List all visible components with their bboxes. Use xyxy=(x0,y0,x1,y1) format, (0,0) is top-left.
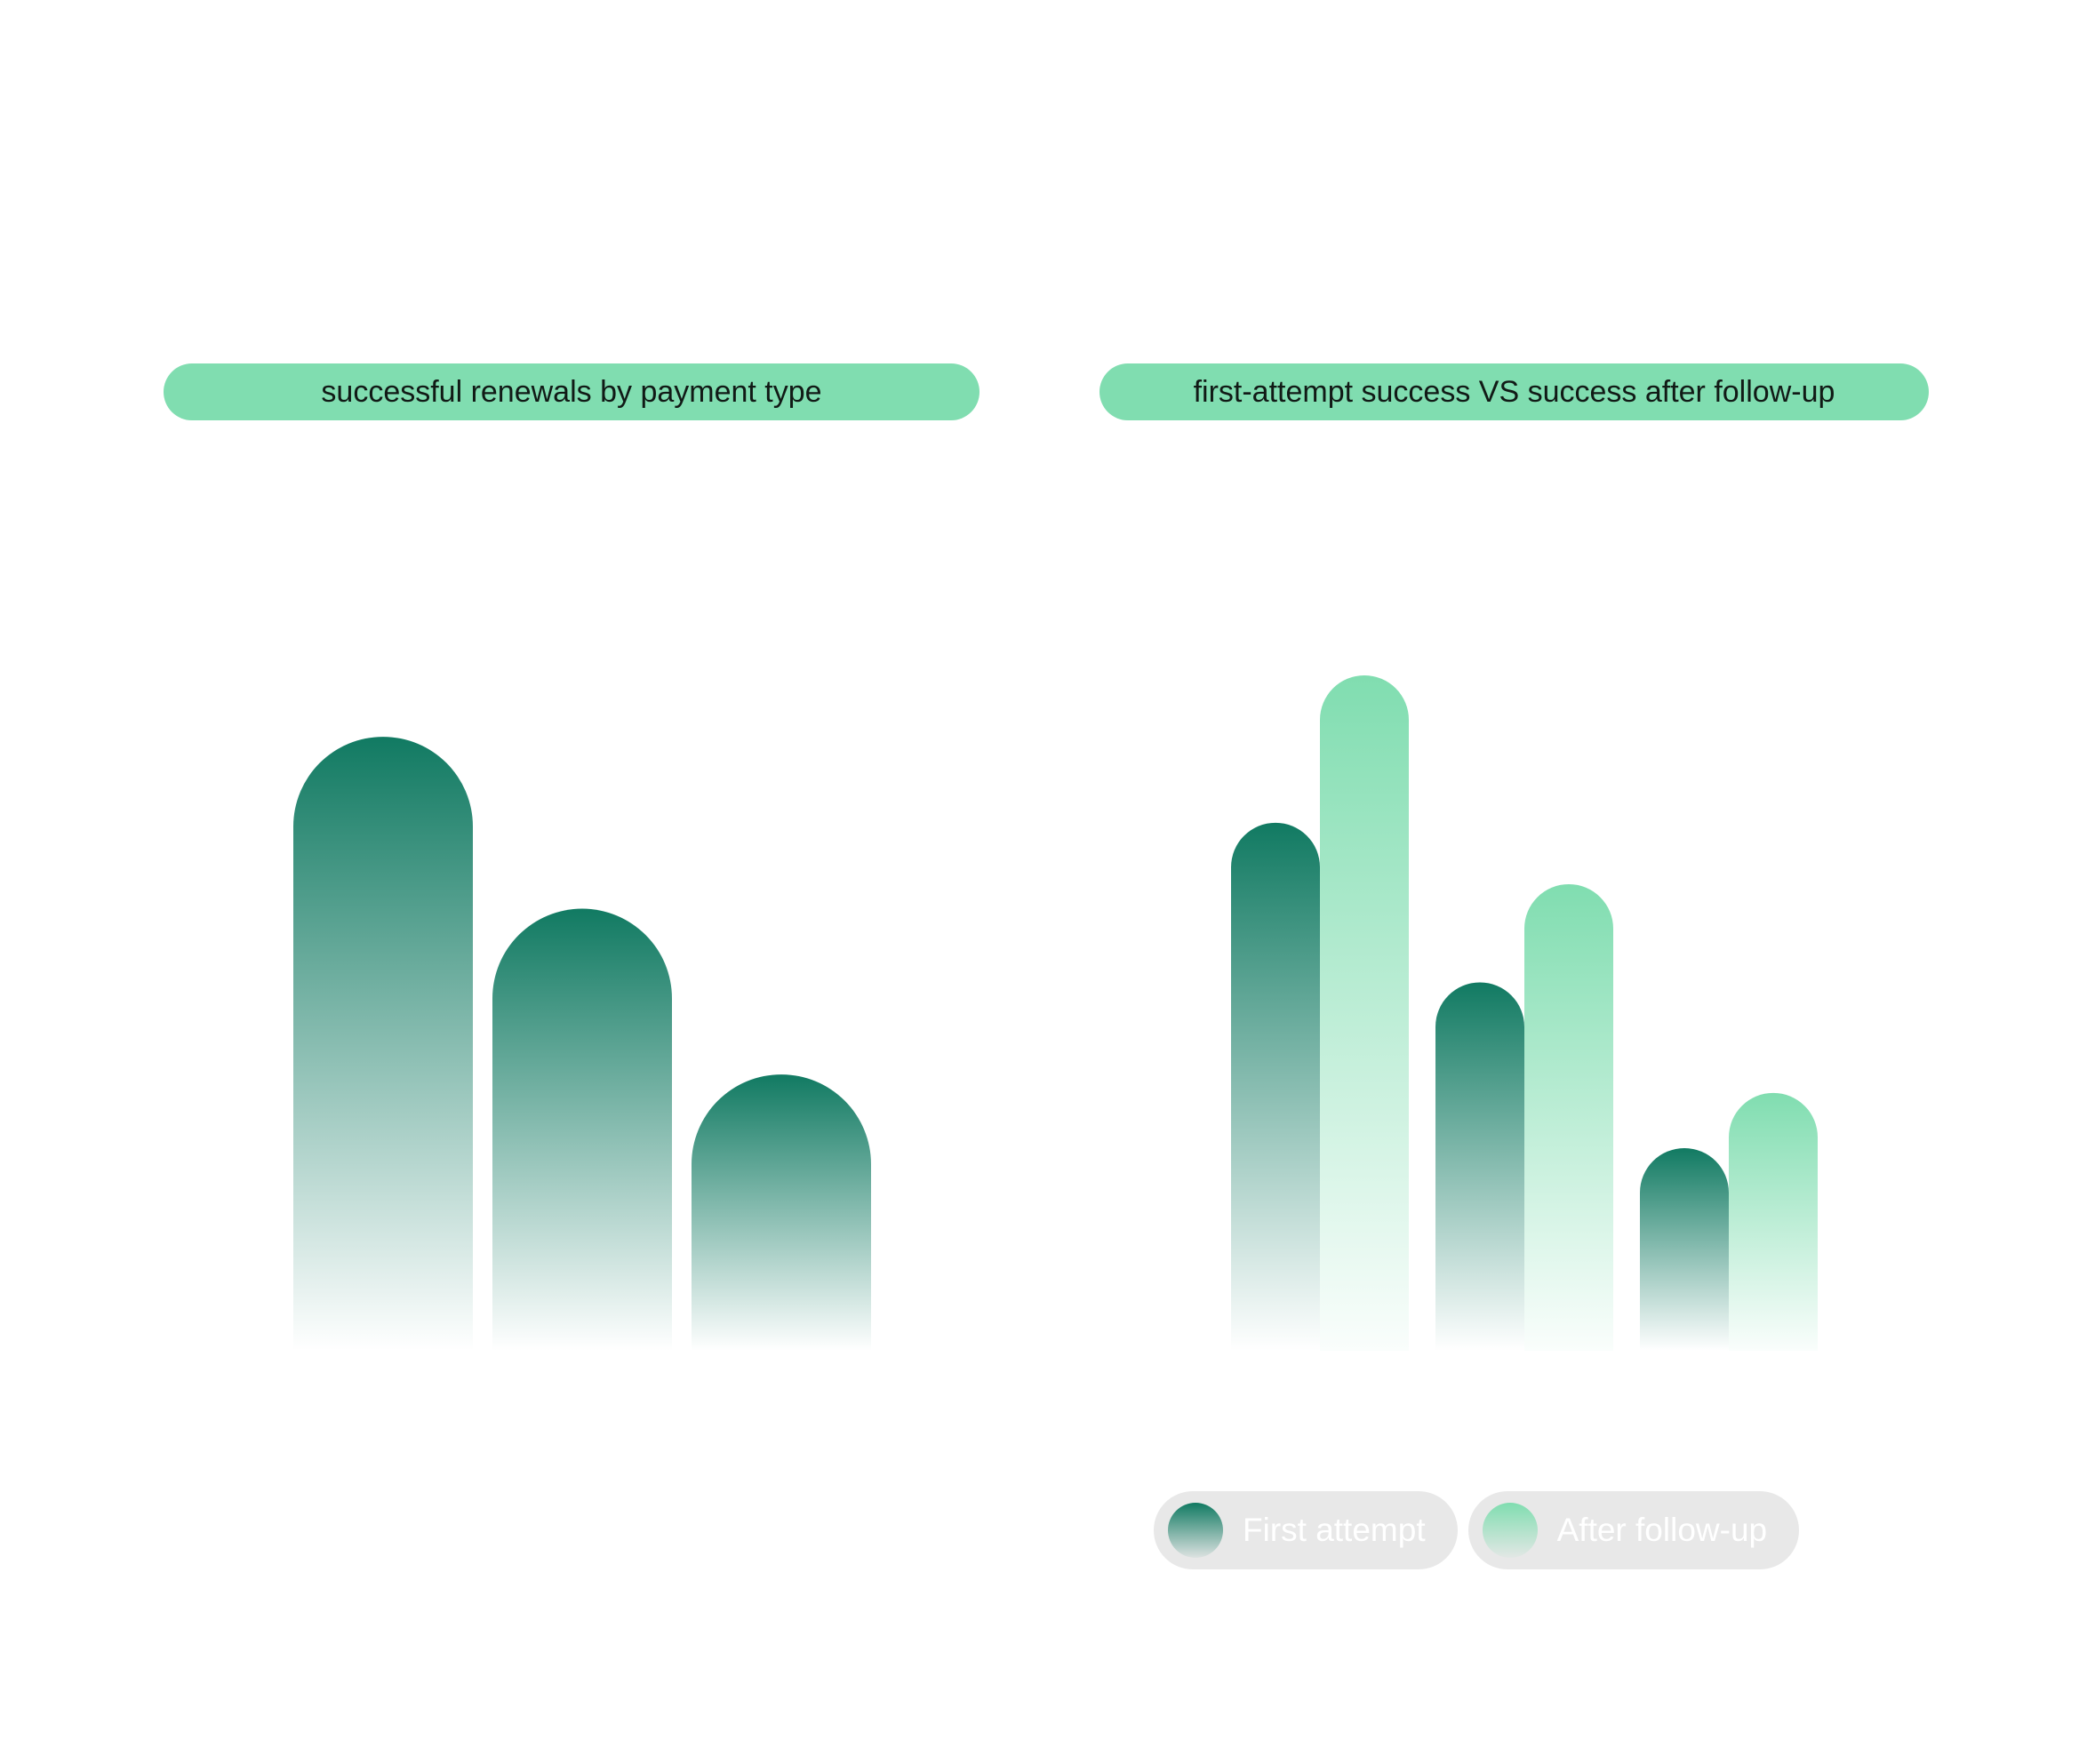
legend-item-after-follow-up: After follow-up xyxy=(1467,1491,1800,1569)
bar-2 xyxy=(492,908,672,1351)
bar-first-attempt-1 xyxy=(1231,822,1320,1351)
chart-title-left: successful renewals by payment type xyxy=(164,363,980,420)
bar-1 xyxy=(293,737,473,1351)
bar-first-attempt-3 xyxy=(1640,1148,1729,1351)
bar-after-follow-up-1 xyxy=(1320,675,1409,1351)
legend-swatch-dark xyxy=(1168,1503,1223,1558)
bar-first-attempt-2 xyxy=(1435,982,1524,1351)
bars-group xyxy=(293,737,871,1351)
legend-swatch-light xyxy=(1482,1503,1538,1558)
legend-label: First attempt xyxy=(1243,1512,1426,1548)
bar-after-follow-up-3 xyxy=(1729,1092,1818,1351)
bar-3 xyxy=(692,1074,871,1351)
bar-after-follow-up-2 xyxy=(1524,883,1613,1351)
chart-title-right: first-attempt success VS success after f… xyxy=(1099,363,1929,420)
bars-group xyxy=(1231,675,1818,1351)
legend-item-first-attempt: First attempt xyxy=(1154,1491,1458,1569)
legend-label: After follow-up xyxy=(1556,1512,1768,1548)
renewals-by-payment-type-chart xyxy=(293,737,871,1351)
first-vs-followup-chart xyxy=(1231,675,1818,1351)
chart-legend: First attempt After follow-up xyxy=(1154,1491,1800,1569)
